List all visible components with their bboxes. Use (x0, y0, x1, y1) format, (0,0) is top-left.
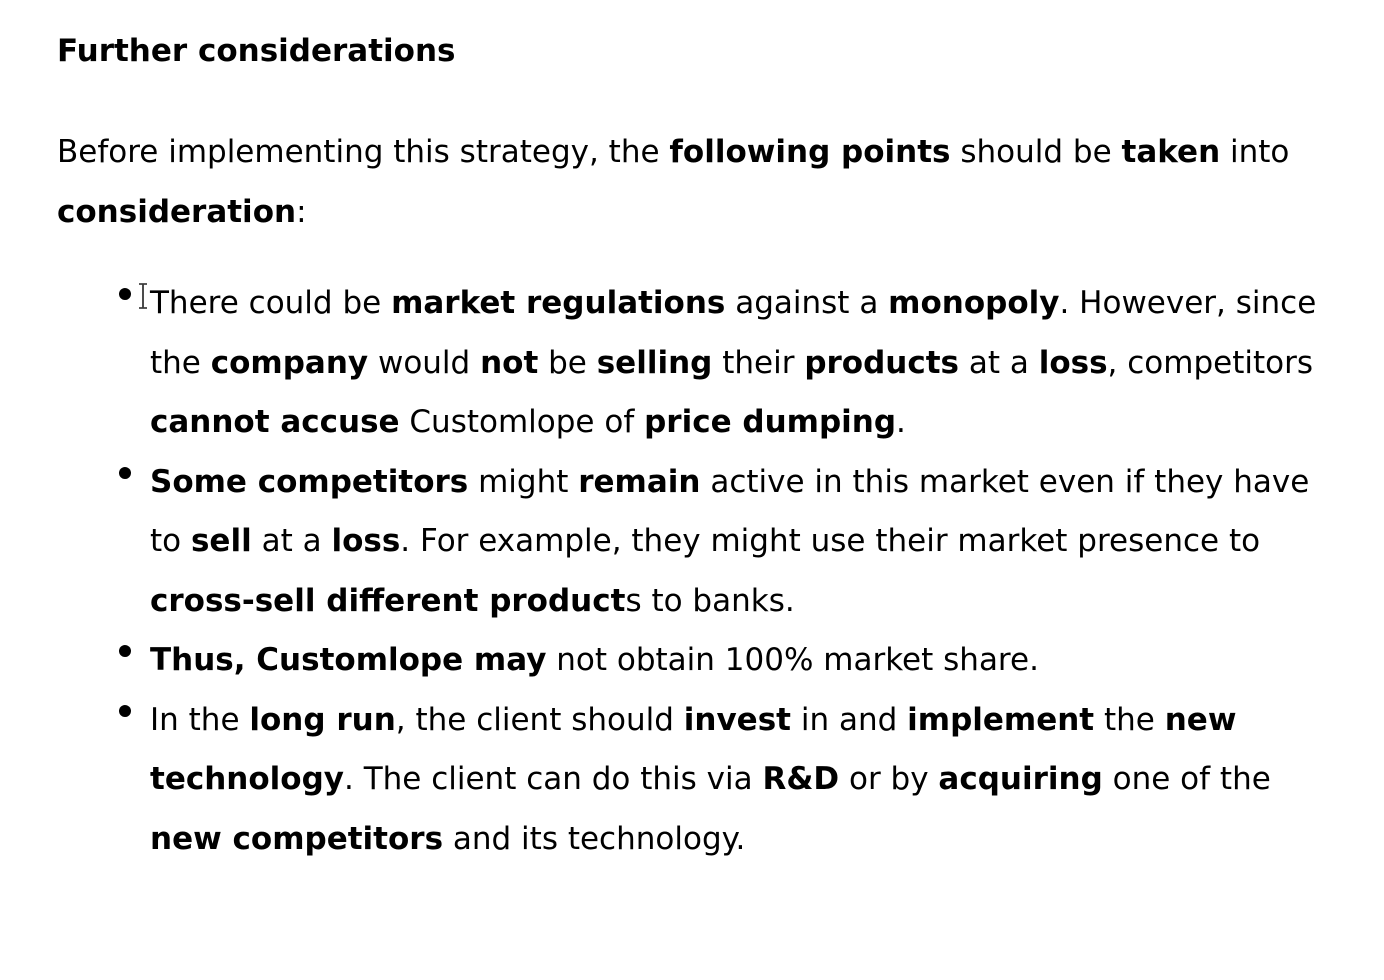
list-item-bold-text: selling (596, 344, 713, 381)
list-item-text: active in this market even if they have … (150, 463, 1310, 560)
list-item-text: There could be (150, 285, 392, 321)
list-item-text: s to banks. (625, 582, 795, 619)
intro-text: : (296, 193, 307, 230)
list-item-bold-text: not (480, 344, 539, 381)
list-item-bold-text: new technology (150, 701, 1237, 798)
list-item-text: . The client can do this via (343, 761, 763, 797)
list-item-bold-text: cannot accuse (150, 404, 400, 440)
list-item-bold-text: remain (578, 463, 701, 500)
list-item-bold-text: market regulations (391, 285, 726, 321)
list-item-bold-text: loss (1038, 344, 1108, 381)
list-item-bold-text: cross-sell different product (150, 582, 626, 619)
list-item-text: at a (251, 523, 332, 559)
list-item-text: against a (725, 285, 889, 321)
intro-bold-text: following points (669, 134, 951, 170)
list-item-text: not obtain 100% market share. (546, 642, 1039, 678)
list-item-bold-text: acquiring (938, 761, 1103, 797)
list-item-bold-text: sell (190, 523, 252, 559)
list-item-text: In the (150, 701, 250, 738)
intro-text: Before implementing this strategy, the (57, 134, 670, 170)
list-item: Thus, Customlope may not obtain 100% mar… (119, 631, 1340, 691)
list-item: In the long run, the client should inves… (119, 691, 1340, 870)
intro-text: into (1220, 134, 1290, 170)
list-item-bold-text: products (804, 344, 959, 381)
list-item-bold-text: new competitors (150, 820, 444, 857)
list-item-text: in and (790, 701, 908, 738)
list-item-bold-text: loss (331, 523, 401, 559)
intro-bold-text: taken (1121, 134, 1221, 170)
list-item-text: one of the (1102, 761, 1271, 797)
list-item-bold-text: R&D (762, 761, 840, 797)
list-item-bold-text: long run (249, 701, 396, 738)
bullet-icon (119, 288, 131, 300)
list-item-text: might (468, 463, 579, 500)
list-item-bold-text: Thus, Customlope may (150, 642, 547, 678)
section-heading: Further considerations (57, 33, 456, 69)
bullet-icon (119, 704, 131, 717)
list-item-text: their (712, 344, 805, 381)
list-item-bold-text: price dumping (644, 404, 897, 440)
list-item: There could be market regulations agains… (119, 274, 1340, 453)
list-item-text: at a (959, 344, 1039, 381)
consideration-list: There could be market regulations agains… (119, 274, 1340, 870)
list-item-text: , competitors (1107, 344, 1313, 381)
list-item-text: . (896, 404, 906, 440)
list-item-text: would (368, 344, 481, 381)
list-item-bold-text: implement (907, 701, 1095, 738)
list-item-text: . However, since the (150, 285, 1317, 381)
list-item-text: . For example, they might use their mark… (400, 523, 1261, 559)
list-item: Some competitors might remain active in … (119, 453, 1340, 632)
list-item-bold-text: monopoly (888, 285, 1060, 321)
list-item-text: or by (839, 761, 939, 797)
list-item-text: Customlope of (399, 404, 645, 440)
bullet-icon (119, 466, 131, 479)
list-item-bold-text: Some competitors (150, 463, 469, 500)
bullet-icon (119, 645, 131, 657)
list-item-text: and its technology. (443, 820, 746, 857)
list-item-text: be (538, 344, 597, 381)
intro-text: should be (950, 134, 1122, 170)
i-beam-cursor-icon (139, 283, 147, 309)
list-item-bold-text: invest (683, 701, 791, 738)
list-item-text: the (1094, 701, 1165, 738)
list-item-text: , the client should (395, 701, 684, 738)
list-item-bold-text: company (210, 344, 369, 381)
intro-paragraph: Before implementing this strategy, the f… (57, 123, 1317, 242)
intro-bold-text: consideration (57, 193, 297, 230)
